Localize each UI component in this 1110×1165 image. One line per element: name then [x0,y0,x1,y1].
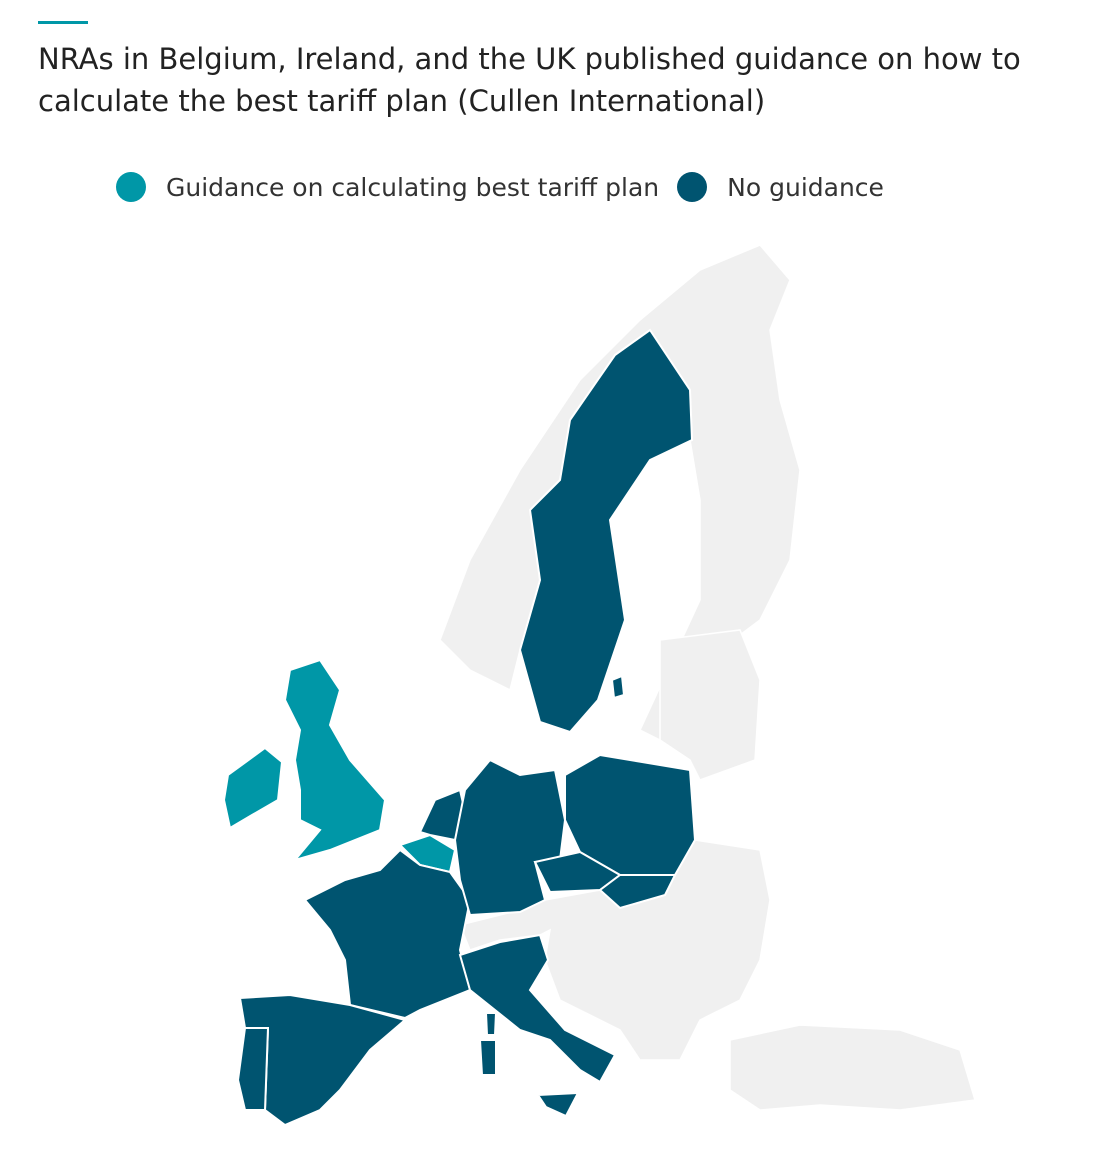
country [610,674,626,700]
background-countries [439,244,976,1111]
legend-swatch [116,172,146,202]
countries [222,328,697,1127]
country [536,1091,580,1118]
country [283,658,387,862]
country [458,933,617,1084]
country [518,328,694,734]
country [598,874,677,910]
country [222,746,284,830]
legend-label: No guidance [727,172,884,202]
accent-line [38,21,88,24]
country [484,1012,498,1036]
legend-item: Guidance on calculating best tariff plan [116,172,659,202]
legend-swatch [677,172,708,202]
country [478,1039,497,1076]
land [729,1024,976,1111]
country [453,758,567,917]
country [303,848,472,1020]
country [236,1027,270,1111]
legend-label: Guidance on calculating best tariff plan [166,172,660,202]
legend: Guidance on calculating best tariff plan… [116,172,902,202]
title: NRAs in Belgium, Ireland, and the UK pub… [38,42,1021,118]
land [659,629,761,781]
legend-item: No guidance [677,172,884,202]
